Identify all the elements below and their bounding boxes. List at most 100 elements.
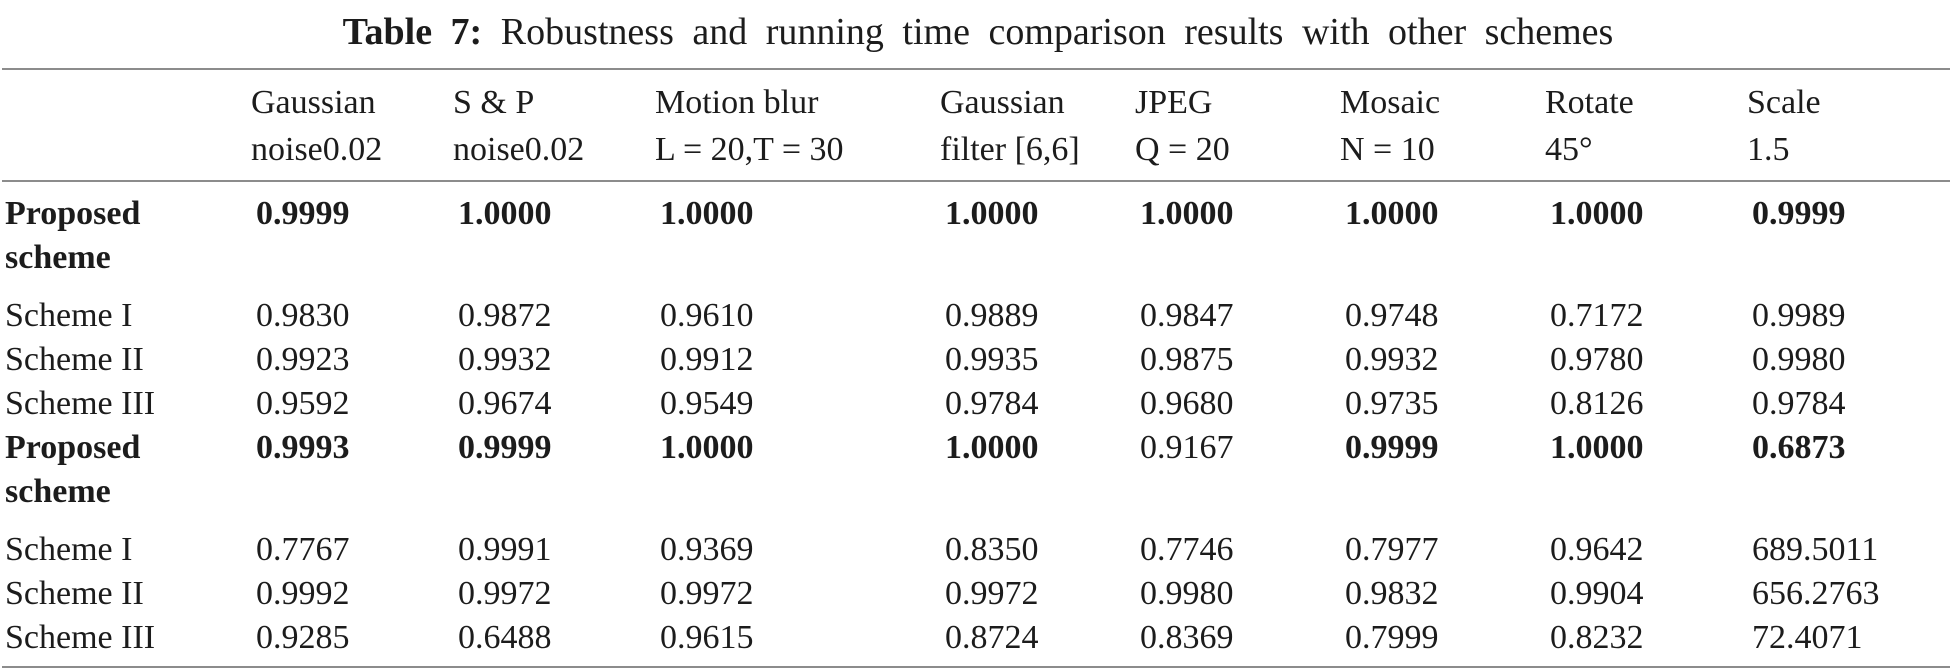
cell-value: 0.9991	[458, 531, 552, 568]
column-header-line2: N = 10	[1340, 131, 1435, 168]
column-header: JPEG Q = 20	[1135, 79, 1340, 173]
row-label: Scheme II	[5, 575, 144, 612]
cell-value: 0.6488	[458, 619, 552, 656]
cell-value: 0.8126	[1550, 385, 1644, 422]
cell-value: 0.9780	[1550, 341, 1644, 378]
cell-value: 1.0000	[660, 429, 754, 466]
cell-value: 0.9784	[945, 385, 1039, 422]
cell-value: 656.2763	[1752, 575, 1880, 612]
table-caption: Table 7: Robustness and running time com…	[0, 0, 1956, 68]
table-header-row: Gaussian noise0.02 S & P noise0.02 Motion bl…	[0, 70, 1956, 180]
cell-value: 0.9999	[458, 429, 552, 466]
row-label: Scheme III	[5, 619, 156, 656]
cell-value: 0.9642	[1550, 531, 1644, 568]
table-row: Scheme II 0.9923 0.9932 0.9912 0.9935 0.9875 0…	[0, 338, 1956, 382]
column-header-line1: Mosaic	[1340, 84, 1441, 121]
row-label: Proposed scheme	[5, 429, 141, 510]
column-header-line1: Motion blur	[655, 84, 819, 121]
cell-value: 0.9989	[1752, 297, 1846, 334]
column-header-line2: L = 20,T = 30	[655, 131, 844, 168]
horizontal-rule-bottom	[2, 666, 1950, 668]
table-row: Proposed scheme 0.9993 0.9999 1.0000 1.0000 0…	[0, 426, 1956, 514]
row-label: Scheme I	[5, 297, 133, 334]
cell-value: 0.9875	[1140, 341, 1234, 378]
cell-value: 0.6873	[1752, 429, 1846, 466]
cell-value: 689.5011	[1752, 531, 1879, 568]
cell-value: 0.9889	[945, 297, 1039, 334]
cell-value: 0.9972	[945, 575, 1039, 612]
cell-value: 72.4071	[1752, 619, 1863, 656]
cell-value: 0.9735	[1345, 385, 1439, 422]
horizontal-rule-middle	[2, 180, 1950, 182]
cell-value: 0.9992	[256, 575, 350, 612]
cell-value: 1.0000	[660, 195, 754, 232]
table-row: Scheme III 0.9285 0.6488 0.9615 0.8724 0.8369…	[0, 616, 1956, 660]
cell-value: 0.9847	[1140, 297, 1234, 334]
table-row: Scheme III 0.9592 0.9674 0.9549 0.9784 0.9680…	[0, 382, 1956, 426]
cell-value: 1.0000	[1550, 429, 1644, 466]
cell-value: 1.0000	[1345, 195, 1439, 232]
cell-value: 0.9784	[1752, 385, 1846, 422]
cell-value: 0.7767	[256, 531, 350, 568]
cell-value: 0.9610	[660, 297, 754, 334]
cell-value: 0.9904	[1550, 575, 1644, 612]
cell-value: 0.9999	[1752, 195, 1846, 232]
table-row: Scheme I 0.7767 0.9991 0.9369 0.8350 0.7746 0.…	[0, 528, 1956, 572]
cell-value: 0.8369	[1140, 619, 1234, 656]
cell-value: 0.9972	[458, 575, 552, 612]
column-header-line1: Gaussian	[251, 84, 376, 121]
column-header-line2: filter [6,6]	[940, 131, 1080, 168]
row-label: Scheme III	[5, 385, 156, 422]
column-header-line1: Rotate	[1545, 84, 1634, 121]
cell-value: 0.9932	[458, 341, 552, 378]
cell-value: 0.8350	[945, 531, 1039, 568]
cell-value: 0.9999	[1345, 429, 1439, 466]
cell-value: 0.7999	[1345, 619, 1439, 656]
cell-value: 0.9832	[1345, 575, 1439, 612]
cell-value: 0.9615	[660, 619, 754, 656]
cell-value: 1.0000	[1550, 195, 1644, 232]
cell-value: 0.9980	[1752, 341, 1846, 378]
column-header-line2: noise0.02	[251, 131, 383, 168]
cell-value: 0.8232	[1550, 619, 1644, 656]
column-header-line1: Gaussian	[940, 84, 1065, 121]
column-header-line2: noise0.02	[453, 131, 585, 168]
cell-value: 0.9872	[458, 297, 552, 334]
cell-value: 0.9369	[660, 531, 754, 568]
column-header-line2: Q = 20	[1135, 131, 1230, 168]
cell-value: 0.7172	[1550, 297, 1644, 334]
cell-value: 0.9680	[1140, 385, 1234, 422]
table-row: Scheme II 0.9992 0.9972 0.9972 0.9972 0.9980 0…	[0, 572, 1956, 616]
row-label: Proposed scheme	[5, 195, 141, 276]
column-header: Gaussian filter [6,6]	[940, 79, 1135, 173]
cell-value: 0.9972	[660, 575, 754, 612]
column-header-line1: JPEG	[1135, 84, 1213, 121]
cell-value: 0.9167	[1140, 429, 1234, 466]
cell-value: 1.0000	[945, 429, 1039, 466]
horizontal-rule-top	[2, 68, 1950, 70]
header-spacer	[0, 79, 251, 173]
column-header-line2: 45°	[1545, 131, 1593, 168]
cell-value: 0.9999	[256, 195, 350, 232]
cell-value: 0.9748	[1345, 297, 1439, 334]
cell-value: 0.9980	[1140, 575, 1234, 612]
column-header: S & P noise0.02	[453, 79, 655, 173]
cell-value: 0.8724	[945, 619, 1039, 656]
column-header-line2: 1.5	[1747, 131, 1790, 168]
column-header: Rotate 45°	[1545, 79, 1747, 173]
table-row: Scheme I 0.9830 0.9872 0.9610 0.9889 0.9847 0.…	[0, 294, 1956, 338]
cell-value: 0.9932	[1345, 341, 1439, 378]
cell-value: 0.7977	[1345, 531, 1439, 568]
cell-value: 1.0000	[458, 195, 552, 232]
cell-value: 0.9592	[256, 385, 350, 422]
table-row: Proposed scheme 0.9999 1.0000 1.0000 1.0000 1…	[0, 192, 1956, 280]
column-header-line1: S & P	[453, 84, 535, 121]
caption-label: Table 7:	[342, 11, 483, 53]
column-header: Gaussian noise0.02	[251, 79, 453, 173]
cell-value: 0.9912	[660, 341, 754, 378]
cell-value: 1.0000	[1140, 195, 1234, 232]
column-header: Scale 1.5	[1747, 79, 1956, 173]
cell-value: 0.9993	[256, 429, 350, 466]
caption-text: Robustness and running time comparison r…	[500, 11, 1614, 53]
